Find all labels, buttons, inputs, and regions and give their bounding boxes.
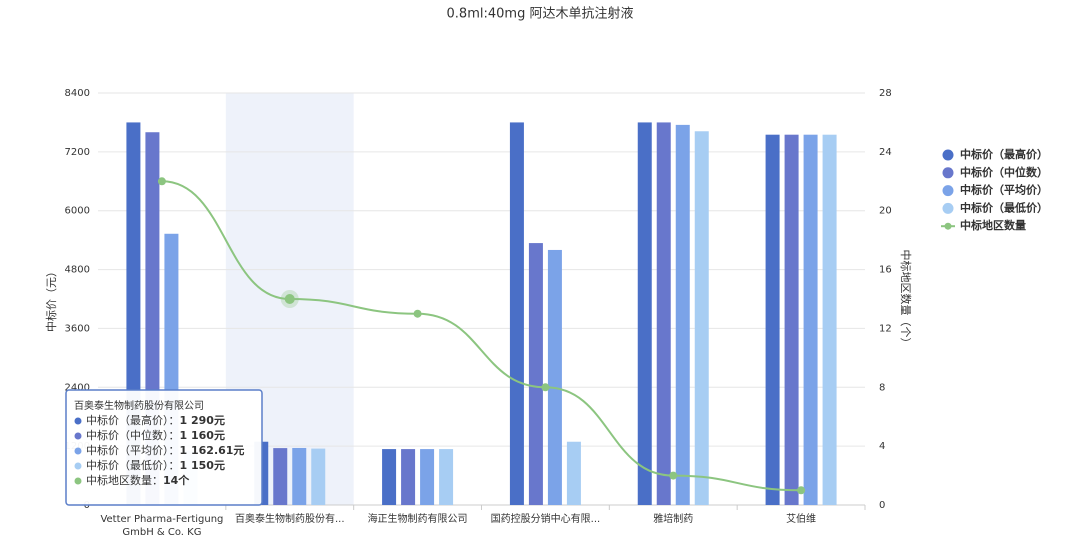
bar [528,243,543,506]
bar [784,134,799,505]
y2-tick-label: 0 [879,500,885,511]
x-label-box: 艾伯维 [786,514,817,525]
y-tick-label: 8400 [65,88,90,99]
bar [292,447,307,505]
tooltip-row: 中标价（最低价）：1 150元 [86,458,225,472]
tooltip-marker [74,432,82,440]
tooltip-row: 中标价（平均价）：1 162.61元 [86,443,244,457]
tooltip-marker [74,417,82,425]
x-label-box: 国药控股分销中心有限... [490,514,601,525]
tooltip-row: 中标价（中位数）：1 160元 [86,428,225,442]
legend-label: 中标地区数量 [960,218,1026,232]
tooltip-name: 中标价（最高价） [86,413,169,427]
x-label-box: Vetter Pharma-Fertigung GmbH & Co. KG [100,514,224,538]
tooltip-box [65,389,263,506]
legend-marker [944,222,952,230]
tooltip-sep: ： [152,474,163,487]
x-label-box: 雅培制药 [653,514,694,525]
legend-label: 中标价（最低价） [960,200,1048,214]
bar [803,134,818,505]
y-tick-label: 6000 [65,206,90,217]
x-label-box: 海正生物制药有限公司 [367,514,468,525]
y2-tick-label: 4 [879,441,885,452]
bar [637,122,652,505]
bar [765,134,780,505]
point [157,177,166,186]
legend-marker [942,185,954,197]
y-axis-title: 中标价（元） [44,266,58,332]
legend-marker [942,149,954,161]
tooltip-value: 14个 [163,473,190,487]
x-tick-label: 国药控股分销中心有限... [490,514,601,525]
y2-tick-label: 24 [879,147,892,158]
tooltip-sep: ： [169,444,180,457]
bar [273,448,288,505]
x-tick-label: 雅培制药 [653,514,694,525]
y2-tick-label: 12 [879,323,892,334]
tooltip-marker [74,462,82,470]
y2-tick-label: 20 [879,206,892,217]
bar [694,131,709,505]
y-tick-label: 2400 [65,382,90,393]
bar [382,449,397,505]
y2-tick-label: 16 [879,265,892,276]
bar [509,122,524,505]
tooltip-marker [74,447,82,455]
bar [566,441,581,505]
y-tick-label: 3600 [65,323,90,334]
x-label-box: 百奥泰生物制药股份有... [234,514,345,525]
bar [439,449,454,505]
point [284,294,295,304]
tooltip-name: 中标价（中位数） [86,428,169,442]
y2-tick-label: 8 [879,382,885,393]
x-tick-label: Vetter Pharma-Fertigung GmbH & Co. KG [100,514,224,538]
x-tick-label: 艾伯维 [786,514,817,525]
legend-label: 中标价（平均价） [960,183,1048,197]
legend-marker [942,202,954,214]
y-tick-label: 4800 [65,265,90,276]
point [797,486,806,495]
tooltip-row: 中标地区数量：14个 [86,473,190,487]
bar [547,249,562,505]
legend-marker [942,167,954,179]
bar [311,448,326,505]
bar [822,134,837,505]
x-tick-label: 百奥泰生物制药股份有... [234,514,345,525]
tooltip-value: 1 162.61元 [180,444,245,457]
legend-label: 中标价（中位数） [960,165,1048,179]
tooltip-name: 中标价（最低价） [86,458,169,472]
tooltip-value: 1 290元 [180,414,225,427]
tooltip-name: 中标地区数量 [86,473,152,487]
y-tick-label: 7200 [65,147,90,158]
tooltip-row: 中标价（最高价）：1 290元 [86,413,225,427]
tooltip-sep: ： [169,414,180,427]
tooltip-sep: ： [169,429,180,442]
tooltip-name: 中标价（平均价） [86,443,169,457]
tooltip-marker [74,477,82,485]
y2-tick-label: 28 [879,88,892,99]
point [669,471,678,480]
point [541,383,550,392]
bar [420,449,435,505]
x-tick-label: 海正生物制药有限公司 [367,514,468,525]
tooltip-sep: ： [169,459,180,472]
tooltip-value: 1 160元 [180,429,225,442]
tooltip-value: 1 150元 [180,459,225,472]
bar [401,449,416,505]
y2-axis-title: 中标地区数量（个） [899,250,913,349]
chart-title: 0.8ml:40mg 阿达木单抗注射液 [447,6,634,22]
bar [675,124,690,505]
tooltip-title: 百奥泰生物制药股份有限公司 [74,399,204,412]
legend-label: 中标价（最高价） [960,147,1048,161]
point [413,309,422,318]
bar [656,122,671,505]
